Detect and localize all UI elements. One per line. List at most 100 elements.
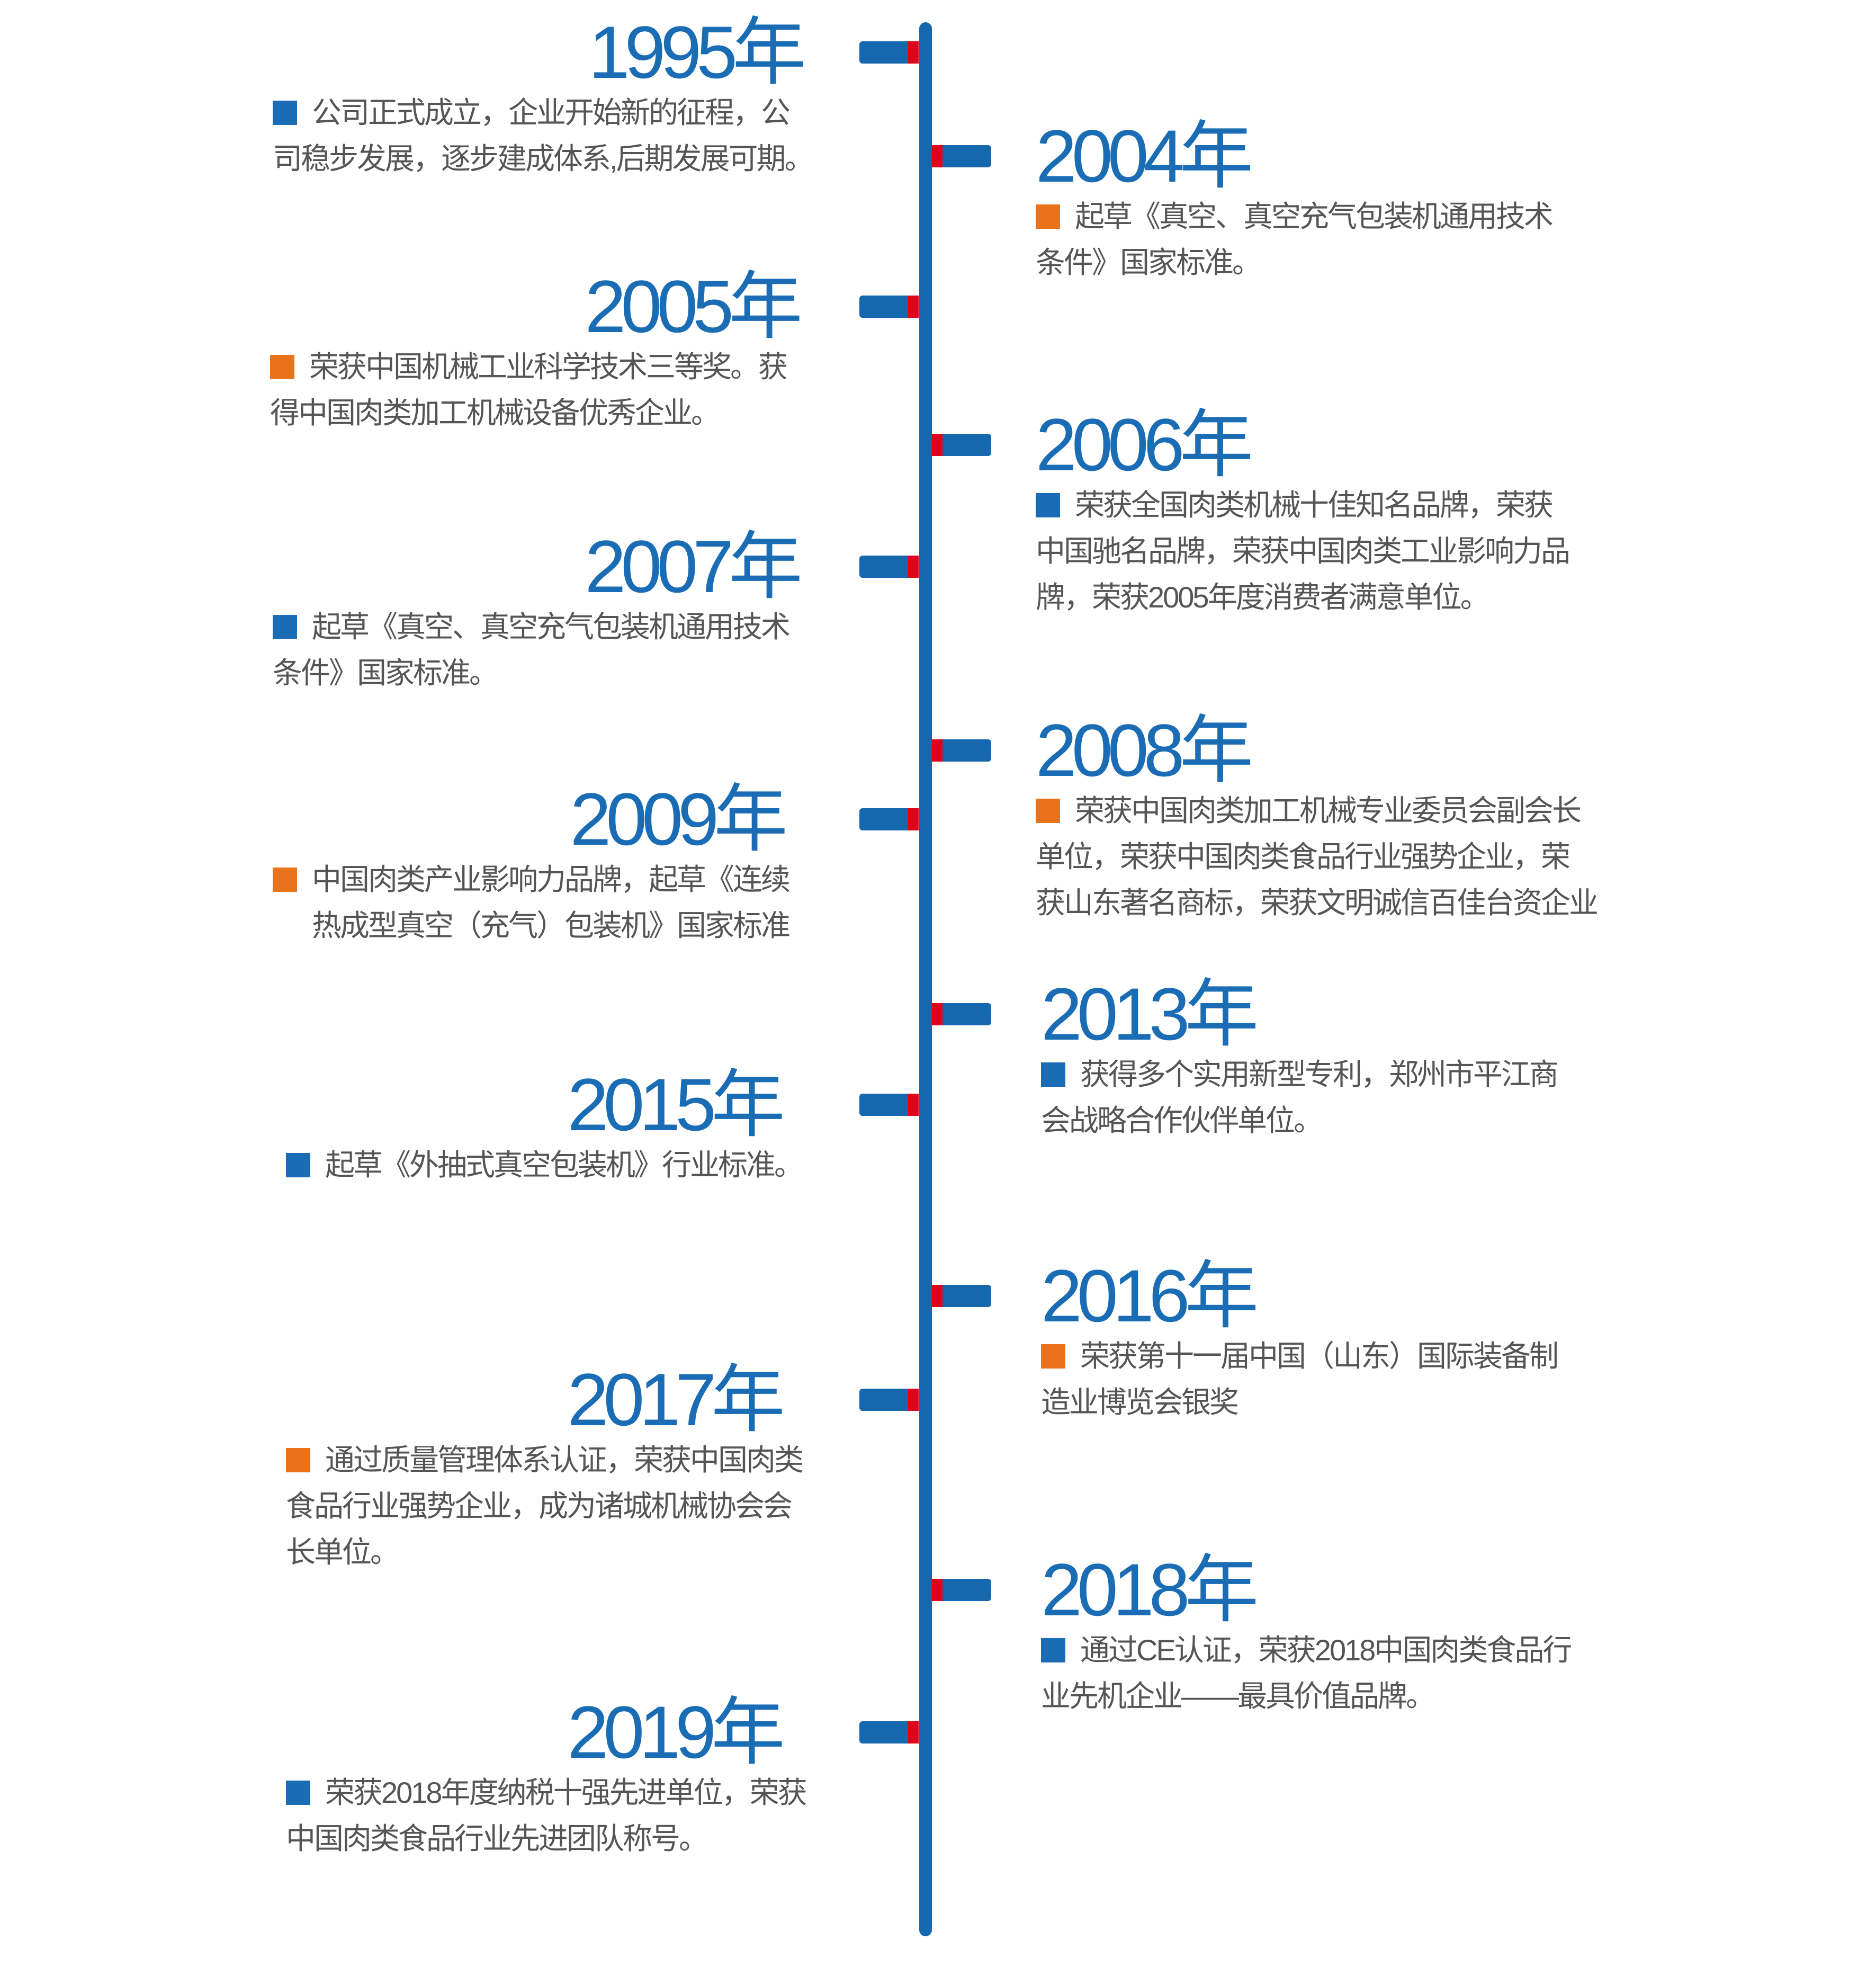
event-description: 起草《外抽式真空包装机》行业标准。: [286, 1142, 804, 1188]
description-text: 条件》国家标准。: [273, 656, 499, 690]
description-text: 食品行业强势企业，成为诸城机械协会会: [286, 1489, 793, 1523]
description-line: 荣获中国机械工业科学技术三等奖。获: [270, 344, 803, 390]
description-line: 公司正式成立，企业开始新的征程，公: [273, 90, 806, 136]
timeline-tick: [859, 1721, 919, 1744]
description-line: 荣获全国肉类机械十佳知名品牌，荣获: [1036, 482, 1618, 528]
timeline-event: 2004年 起草《真空、真空充气包装机通用技术 条件》国家标准。: [1036, 119, 1618, 285]
event-year: 2019年: [286, 1695, 785, 1769]
description-line: 起草《真空、真空充气包装机通用技术: [273, 604, 803, 650]
description-text: 通过CE认证，荣获2018中国肉类食品行: [1080, 1633, 1572, 1667]
square-bullet-icon: [273, 101, 297, 125]
description-line: 牌，荣获2005年度消费者满意单位。: [1036, 574, 1618, 620]
timeline-event: 2017年 通过质量管理体系认证，荣获中国肉类食品行业强势企业，成为诸城机械协会会…: [286, 1363, 804, 1575]
timeline-event: 2019年荣获2018年度纳税十强先进单位，荣获中国肉类食品行业先进团队称号。: [286, 1695, 807, 1862]
timeline-tick: [859, 41, 919, 64]
description-line: 长单位。: [286, 1529, 785, 1575]
event-year-text: 2017年: [567, 1358, 785, 1441]
description-line: 荣获第十一届中国（山东）国际装备制: [1041, 1333, 1623, 1379]
timeline-tick: [932, 434, 991, 456]
description-text: 获山东著名商标，荣获文明诚信百佳台资企业: [1036, 886, 1599, 919]
description-line: 中国肉类食品行业先进团队称号。: [286, 1816, 785, 1862]
event-year-text: 2004年: [1036, 114, 1253, 198]
description-text: 公司正式成立，企业开始新的征程，公: [312, 96, 791, 129]
event-year: 2005年: [270, 270, 803, 344]
event-year: 2008年: [1036, 713, 1618, 788]
description-text: 中国肉类产业影响力品牌，起草《连续: [312, 863, 791, 896]
event-year-text: 2015年: [567, 1063, 785, 1146]
event-description: 起草《真空、真空充气包装机通用技术条件》国家标准。: [273, 604, 803, 696]
event-description: 起草《真空、真空充气包装机通用技术 条件》国家标准。: [1036, 193, 1618, 285]
timeline-event: 1995年 公司正式成立，企业开始新的征程，公司稳步发展，逐步建成体系,后期发展可…: [273, 11, 814, 182]
timeline-axis: [919, 22, 932, 1936]
timeline-event: 2018年通过CE认证，荣获2018中国肉类食品行业先机企业——最具价值品牌。: [1041, 1553, 1623, 1719]
description-line: 获山东著名商标，荣获文明诚信百佳台资企业: [1036, 880, 1618, 926]
event-year: 2017年: [286, 1363, 785, 1437]
event-year: 2007年: [273, 530, 803, 604]
timeline-tick: [859, 296, 919, 318]
description-line: 中国肉类产业影响力品牌，起草《连续: [273, 856, 791, 902]
event-description: 通过CE认证，荣获2018中国肉类食品行业先机企业——最具价值品牌。: [1041, 1627, 1623, 1719]
description-line: 司稳步发展，逐步建成体系,后期发展可期。: [273, 136, 814, 182]
description-text: 会战略合作伙伴单位。: [1041, 1104, 1323, 1137]
timeline-tick: [859, 1389, 919, 1411]
event-year: 2018年: [1041, 1553, 1623, 1627]
description-line: 起草《外抽式真空包装机》行业标准。: [286, 1142, 804, 1188]
event-description: 荣获中国肉类加工机械专业委员会副会长单位，荣获中国肉类食品行业强势企业，荣 获山东…: [1036, 788, 1618, 926]
event-year: 2006年: [1036, 408, 1618, 482]
timeline-event: 2013年获得多个实用新型专利，郑州市平江商会战略合作伙伴单位。: [1041, 977, 1623, 1143]
timeline-event: 2015年起草《外抽式真空包装机》行业标准。: [286, 1068, 804, 1188]
description-text: 中国肉类食品行业先进团队称号。: [286, 1822, 708, 1855]
timeline-tick: [859, 808, 919, 830]
description-line: 荣获2018年度纳税十强先进单位，荣获: [286, 1769, 807, 1816]
description-line: 起草《真空、真空充气包装机通用技术: [1036, 193, 1618, 239]
timeline-event: 2008年 荣获中国肉类加工机械专业委员会副会长单位，荣获中国肉类食品行业强势企业…: [1036, 713, 1618, 926]
event-year-text: 2009年: [570, 777, 788, 861]
description-line: 条件》国家标准。: [273, 650, 803, 696]
square-bullet-icon: [286, 1153, 310, 1177]
description-text: 获得多个实用新型专利，郑州市平江商: [1080, 1058, 1559, 1091]
event-year-text: 2019年: [567, 1691, 785, 1774]
event-year: 2004年: [1036, 119, 1618, 193]
event-year-text: 1995年: [588, 11, 806, 94]
square-bullet-icon: [273, 615, 297, 639]
square-bullet-icon: [1041, 1344, 1065, 1369]
description-line: 得中国肉类加工机械设备优秀企业。: [270, 390, 803, 436]
event-description: 荣获全国肉类机械十佳知名品牌，荣获中国驰名品牌，荣获中国肉类工业影响力品 牌，荣获…: [1036, 482, 1618, 620]
description-text: 荣获2018年度纳税十强先进单位，荣获: [325, 1776, 807, 1809]
description-line: 获得多个实用新型专利，郑州市平江商: [1041, 1051, 1623, 1097]
description-line: 热成型真空（充气）包装机》国家标准: [273, 902, 791, 949]
event-description: 中国肉类产业影响力品牌，起草《连续热成型真空（充气）包装机》国家标准: [273, 856, 791, 949]
description-text: 牌，荣获2005年度消费者满意单位。: [1036, 580, 1490, 614]
event-description: 通过质量管理体系认证，荣获中国肉类食品行业强势企业，成为诸城机械协会会长单位。: [286, 1437, 804, 1575]
description-line: 造业博览会银奖: [1041, 1379, 1623, 1425]
event-year: 2009年: [273, 782, 788, 856]
event-year: 2015年: [286, 1068, 785, 1142]
event-description: 公司正式成立，企业开始新的征程，公司稳步发展，逐步建成体系,后期发展可期。: [273, 90, 814, 182]
square-bullet-icon: [286, 1448, 310, 1472]
description-line: 业先机企业——最具价值品牌。: [1041, 1673, 1623, 1719]
description-line: 通过质量管理体系认证，荣获中国肉类: [286, 1437, 804, 1483]
description-text: 造业博览会银奖: [1041, 1385, 1239, 1419]
description-text: 中国驰名品牌，荣获中国肉类工业影响力品: [1036, 534, 1570, 568]
description-line: 食品行业强势企业，成为诸城机械协会会: [286, 1483, 793, 1529]
timeline-event: 2005年荣获中国机械工业科学技术三等奖。获得中国肉类加工机械设备优秀企业。: [270, 270, 803, 436]
description-text: 起草《外抽式真空包装机》行业标准。: [325, 1148, 804, 1182]
description-text: 荣获中国机械工业科学技术三等奖。获: [309, 350, 788, 383]
event-year-text: 2018年: [1041, 1548, 1259, 1631]
square-bullet-icon: [1036, 204, 1060, 229]
event-year: 2013年: [1041, 977, 1623, 1051]
description-line: 荣获中国肉类加工机械专业委员会副会长: [1036, 788, 1618, 834]
event-description: 荣获第十一届中国（山东）国际装备制造业博览会银奖: [1041, 1333, 1623, 1425]
timeline-event: 2007年起草《真空、真空充气包装机通用技术条件》国家标准。: [273, 530, 803, 696]
description-text: 单位，荣获中国肉类食品行业强势企业，荣: [1036, 840, 1570, 873]
timeline-tick: [932, 739, 991, 762]
description-text: 司稳步发展，逐步建成体系,后期发展可期。: [273, 142, 814, 175]
event-year: 2016年: [1041, 1259, 1623, 1333]
event-description: 荣获中国机械工业科学技术三等奖。获得中国肉类加工机械设备优秀企业。: [270, 344, 803, 436]
description-text: 起草《真空、真空充气包装机通用技术: [312, 610, 791, 643]
timeline-tick: [932, 1285, 991, 1307]
description-line: 通过CE认证，荣获2018中国肉类食品行: [1041, 1627, 1623, 1673]
description-text: 得中国肉类加工机械设备优秀企业。: [270, 396, 721, 430]
event-year-text: 2013年: [1041, 972, 1259, 1056]
description-line: 条件》国家标准。: [1036, 239, 1618, 285]
